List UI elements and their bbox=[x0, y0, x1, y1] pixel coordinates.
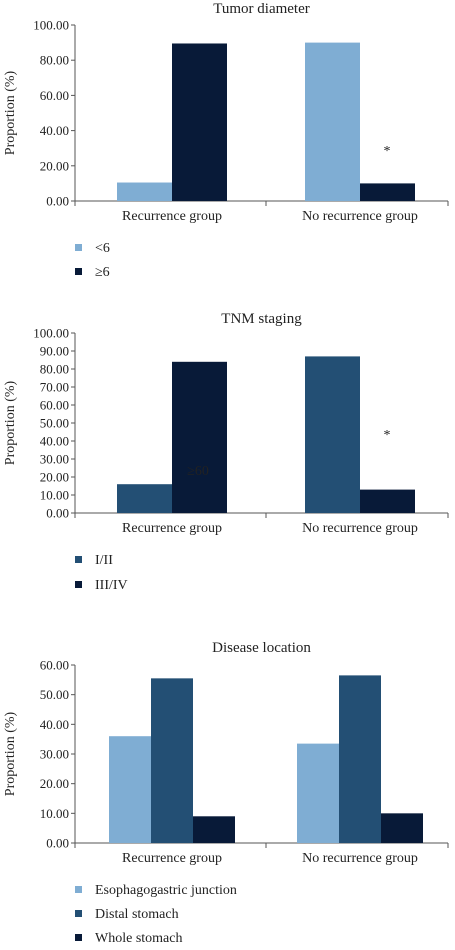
y-axis-label: Proportion (%) bbox=[3, 711, 18, 796]
y-tick-label: 0.00 bbox=[46, 194, 69, 209]
y-tick-label: 80.00 bbox=[40, 362, 69, 377]
legend-entry: Esophagogastric junction bbox=[95, 883, 237, 898]
legend-swatch bbox=[75, 910, 82, 917]
bar-2-1 bbox=[172, 361, 227, 513]
bar-1-2 bbox=[305, 356, 360, 513]
y-tick-label: 60.00 bbox=[40, 658, 69, 673]
y-axis-label: Proportion (%) bbox=[3, 380, 18, 465]
y-tick-label: 90.00 bbox=[40, 344, 69, 359]
y-tick-label: 60.00 bbox=[40, 398, 69, 413]
bar-2-1 bbox=[151, 678, 193, 843]
legend-swatch bbox=[75, 244, 82, 251]
bar-2-2 bbox=[360, 183, 415, 201]
x-tick-label: No recurrence group bbox=[302, 521, 418, 536]
legend-swatch bbox=[75, 268, 82, 275]
y-tick-label: 60.00 bbox=[40, 88, 69, 103]
legend-swatch bbox=[75, 556, 82, 563]
legend-entry: ≥6 bbox=[95, 265, 110, 280]
chart-annotation: * bbox=[384, 144, 391, 159]
y-tick-label: 100.00 bbox=[33, 326, 69, 341]
y-tick-label: 10.00 bbox=[40, 488, 69, 503]
chart-title: Tumor diameter bbox=[213, 1, 310, 17]
bar-1-1 bbox=[117, 484, 172, 513]
y-tick-label: 80.00 bbox=[40, 53, 69, 68]
x-tick-label: Recurrence group bbox=[122, 209, 222, 224]
y-tick-label: 0.00 bbox=[46, 836, 69, 851]
x-tick-label: No recurrence group bbox=[302, 851, 418, 866]
y-tick-label: 100.00 bbox=[33, 18, 69, 33]
bar-3-2 bbox=[381, 813, 423, 843]
y-tick-label: 30.00 bbox=[40, 452, 69, 467]
legend-swatch bbox=[75, 886, 82, 893]
legend-swatch bbox=[75, 934, 82, 941]
y-tick-label: 50.00 bbox=[40, 687, 69, 702]
legend-entry: III/IV bbox=[95, 578, 128, 593]
bar-1-1 bbox=[109, 736, 151, 843]
chart-title: Disease location bbox=[212, 640, 311, 656]
y-tick-label: 0.00 bbox=[46, 506, 69, 521]
y-tick-label: 10.00 bbox=[40, 806, 69, 821]
legend-entry: <6 bbox=[95, 241, 110, 256]
y-tick-label: 40.00 bbox=[40, 123, 69, 138]
bar-2-2 bbox=[339, 675, 381, 843]
bar-3-1 bbox=[193, 816, 235, 843]
y-tick-label: 20.00 bbox=[40, 470, 69, 485]
x-tick-label: No recurrence group bbox=[302, 209, 418, 224]
legend-entry: Distal stomach bbox=[95, 907, 179, 922]
y-tick-label: 40.00 bbox=[40, 434, 69, 449]
y-tick-label: 30.00 bbox=[40, 747, 69, 762]
chart-panel-1: Tumor diameter 0.00 20.00 40.00 60.00 80.00 10… bbox=[3, 1, 449, 280]
chart-annotation: * bbox=[384, 428, 391, 443]
bar-2-2 bbox=[360, 489, 415, 513]
chart-title: TNM staging bbox=[221, 311, 302, 327]
chart-annotation: ≥60 bbox=[187, 464, 209, 479]
y-tick-label: 40.00 bbox=[40, 717, 69, 732]
chart-panel-3: Disease location 0.00 10.00 20.00 30.00 40.00… bbox=[3, 640, 449, 946]
chart-panel-2: TNM staging 0.00 10.00 20.00 30.00 40.00 50.00… bbox=[3, 311, 449, 593]
legend-swatch bbox=[75, 581, 82, 588]
bar-1-2 bbox=[297, 743, 339, 843]
legend-entry: Whole stomach bbox=[95, 931, 182, 946]
x-tick-label: Recurrence group bbox=[122, 851, 222, 866]
bar-1-2 bbox=[305, 42, 360, 201]
bar-2-1 bbox=[172, 43, 227, 202]
y-tick-label: 20.00 bbox=[40, 776, 69, 791]
x-tick-label: Recurrence group bbox=[122, 521, 222, 536]
y-tick-label: 50.00 bbox=[40, 416, 69, 431]
y-tick-label: 70.00 bbox=[40, 380, 69, 395]
legend-entry: I/II bbox=[95, 553, 113, 568]
y-axis-label: Proportion (%) bbox=[3, 70, 18, 155]
bar-1-1 bbox=[117, 182, 172, 201]
y-tick-label: 20.00 bbox=[40, 158, 69, 173]
